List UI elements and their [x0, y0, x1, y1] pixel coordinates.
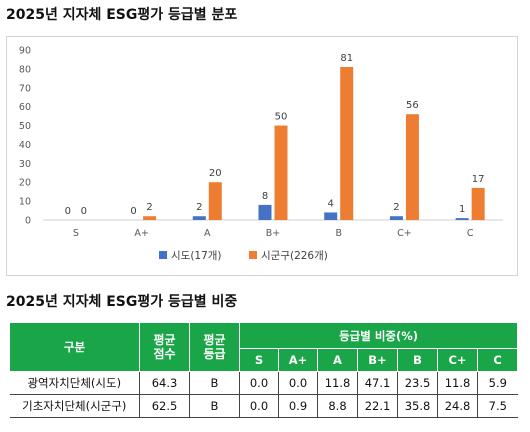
y-tick-label: 0	[25, 216, 31, 227]
y-tick-label: 70	[19, 83, 31, 94]
x-tick-label: C	[467, 228, 474, 239]
table-section-title: 2025년 지자체 ESG평가 등급별 비중	[6, 294, 238, 310]
bar-sido	[258, 204, 272, 220]
row-ratio-b: 35.8	[397, 394, 438, 418]
row-score: 64.3	[139, 371, 190, 395]
header-group: 구분	[9, 322, 140, 372]
row-ratio-a-plus: 0.9	[278, 394, 318, 418]
header-grade-b-plus: B+	[357, 348, 398, 372]
data-label: 2	[196, 202, 202, 213]
legend-label: 시도(17개)	[171, 250, 222, 262]
data-label: 81	[340, 53, 353, 64]
header-grade-b: B	[397, 348, 438, 372]
bar-sido	[324, 212, 338, 220]
data-label: 20	[209, 168, 222, 179]
bar-sido	[192, 216, 206, 220]
row-name: 기초자치단체(시군구)	[9, 394, 140, 418]
x-tick-label: B	[335, 228, 342, 239]
legend-swatch	[159, 251, 167, 259]
row-ratio-a-plus: 0.0	[278, 371, 318, 395]
header-avg-grade-line2: 등급	[203, 347, 226, 361]
data-label: 4	[328, 198, 334, 209]
row-ratio-s: 0.0	[239, 371, 279, 395]
row-grade: B	[189, 371, 240, 395]
header-avg-grade-line1: 평균	[203, 333, 226, 347]
row-ratio-a: 11.8	[317, 371, 358, 395]
bar-sido	[389, 216, 403, 220]
header-grade-c-plus: C+	[437, 348, 478, 372]
row-ratio-b-plus: 22.1	[357, 394, 398, 418]
y-tick-label: 10	[19, 197, 31, 208]
row-score: 62.5	[139, 394, 190, 418]
header-avg-score: 평균 점수	[139, 322, 190, 372]
header-grade-s: S	[239, 348, 279, 372]
data-label: 1	[459, 204, 465, 215]
header-avg-score-line1: 평균	[153, 333, 176, 347]
header-grade-c: C	[476, 348, 519, 372]
bar-sigungu	[274, 125, 288, 220]
x-tick-label: S	[73, 228, 79, 239]
data-label: 8	[262, 191, 268, 202]
chart-container: 0 10 20 30 40 50 60 70 80 90 S 0 0 A+ 0 2 A 2 20 B+ 8 50 B 4 81 C…	[6, 36, 518, 276]
y-tick-label: 30	[19, 159, 31, 170]
chart-section-title: 2025년 지자체 ESG평가 등급별 분포	[6, 7, 238, 23]
y-tick-label: 40	[19, 140, 31, 151]
data-label: 0	[65, 206, 71, 217]
row-ratio-c: 5.9	[476, 371, 518, 395]
data-label: 0	[130, 206, 136, 217]
legend-label: 시군구(226개)	[261, 250, 328, 262]
y-tick-label: 20	[19, 178, 31, 189]
x-tick-label: B+	[266, 228, 280, 239]
data-label: 56	[406, 100, 419, 111]
table-row: 기초자치단체(시군구) 62.5 B 0.0 0.9 8.8 22.1 35.8…	[9, 394, 518, 418]
bar-sigungu	[340, 67, 354, 220]
row-ratio-c: 7.5	[476, 394, 518, 418]
row-grade: B	[189, 394, 240, 418]
row-ratio-c-plus: 24.8	[437, 394, 478, 418]
data-label: 50	[275, 112, 288, 123]
row-ratio-b-plus: 47.1	[357, 371, 398, 395]
grade-ratio-table: 구분 평균 점수 평균 등급 등급별 비중(%) S A+ A B+ B C+ …	[9, 322, 519, 418]
row-ratio-a: 8.8	[317, 394, 358, 418]
header-ratio-group: 등급별 비중(%)	[238, 322, 519, 349]
header-grade-a-plus: A+	[278, 348, 318, 372]
y-tick-label: 50	[19, 121, 31, 132]
header-avg-score-line2: 점수	[153, 347, 176, 361]
bar-sigungu	[471, 187, 485, 220]
row-ratio-c-plus: 11.8	[437, 371, 478, 395]
row-ratio-s: 0.0	[239, 394, 279, 418]
row-ratio-b: 23.5	[397, 371, 438, 395]
table-row: 광역자치단체(시도) 64.3 B 0.0 0.0 11.8 47.1 23.5…	[9, 371, 518, 395]
x-tick-label: C+	[397, 228, 412, 239]
data-label: 2	[393, 202, 399, 213]
header-avg-grade: 평균 등급	[189, 322, 240, 372]
header-grade-a: A	[317, 348, 358, 372]
data-label: 2	[146, 202, 152, 213]
bar-sigungu	[143, 216, 157, 220]
data-label: 0	[81, 206, 87, 217]
x-tick-label: A+	[134, 228, 148, 239]
bar-sigungu	[208, 182, 222, 220]
bar-sigungu	[405, 114, 419, 220]
x-tick-label: A	[204, 228, 211, 239]
y-tick-label: 80	[19, 64, 31, 75]
y-tick-label: 90	[19, 46, 31, 57]
row-name: 광역자치단체(시도)	[9, 371, 140, 395]
data-label: 17	[472, 174, 485, 185]
bar-sido	[455, 218, 469, 220]
y-tick-label: 60	[19, 102, 31, 113]
legend-swatch	[249, 251, 257, 259]
